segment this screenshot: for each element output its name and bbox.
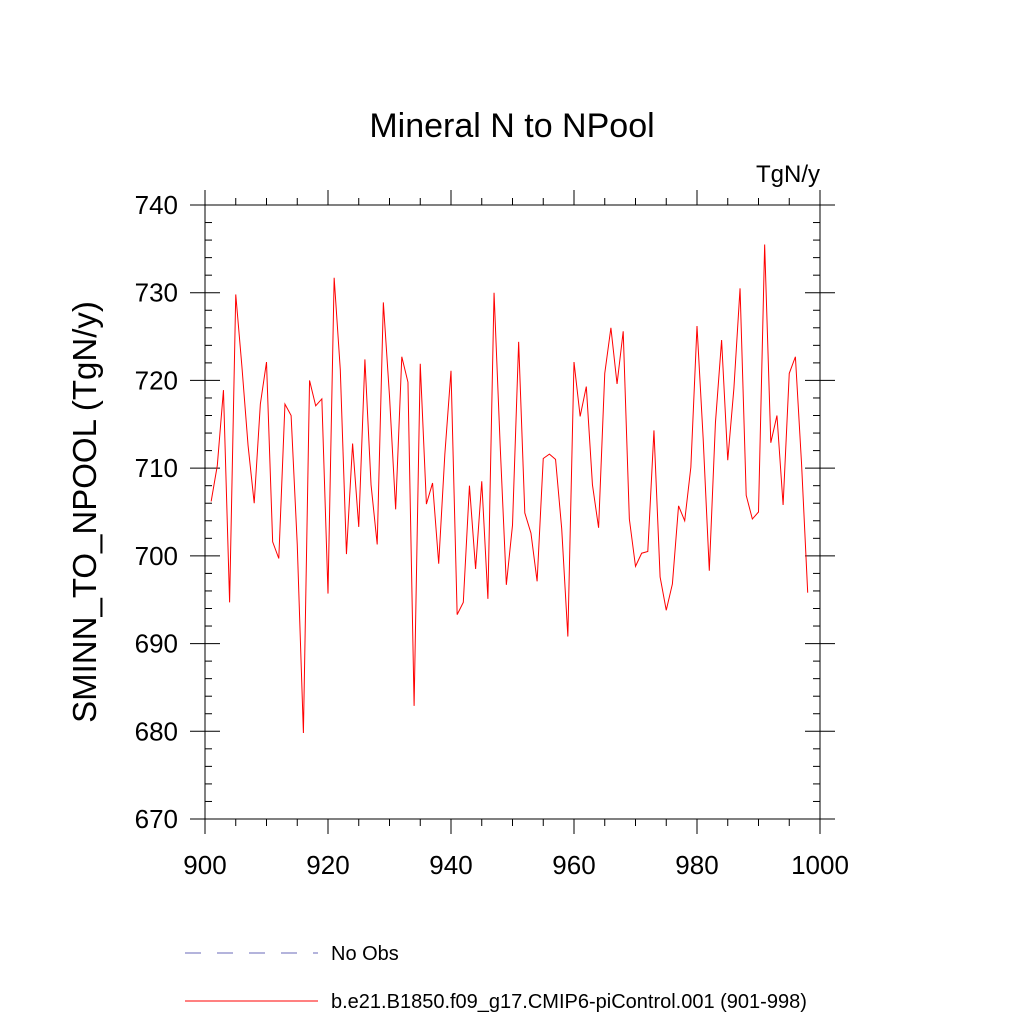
series-line-0 (210, 244, 809, 734)
x-tick-label: 940 (429, 850, 472, 880)
x-tick-label: 960 (552, 850, 595, 880)
legend: No Obs b.e21.B1850.f09_g17.CMIP6-piContr… (185, 943, 807, 1013)
axis-ticks (190, 190, 835, 834)
x-tick-label: 900 (183, 850, 226, 880)
x-tick-label: 1000 (791, 850, 849, 880)
tick-labels: 900 920 940 960 980 1000 670 680 690 700 710 720 730… (135, 190, 849, 880)
y-tick-label: 700 (135, 541, 178, 571)
y-tick-label: 680 (135, 716, 178, 746)
y-tick-label: 670 (135, 804, 178, 834)
x-tick-label: 920 (306, 850, 349, 880)
y-tick-label: 730 (135, 278, 178, 308)
x-tick-label: 980 (675, 850, 718, 880)
units-label: TgN/y (756, 161, 820, 188)
y-tick-label: 720 (135, 365, 178, 395)
legend-label-no-obs: No Obs (331, 943, 399, 965)
y-tick-label: 740 (135, 190, 178, 220)
legend-label-model: b.e21.B1850.f09_g17.CMIP6-piControl.001 … (331, 991, 807, 1013)
chart-title: Mineral N to NPool (369, 107, 654, 145)
y-tick-label: 710 (135, 453, 178, 483)
data-series (210, 244, 809, 734)
y-axis-label: SMINN_TO_NPOOL (TgN/y) (66, 301, 103, 723)
plot-frame (204, 204, 821, 820)
y-tick-label: 690 (135, 629, 178, 659)
